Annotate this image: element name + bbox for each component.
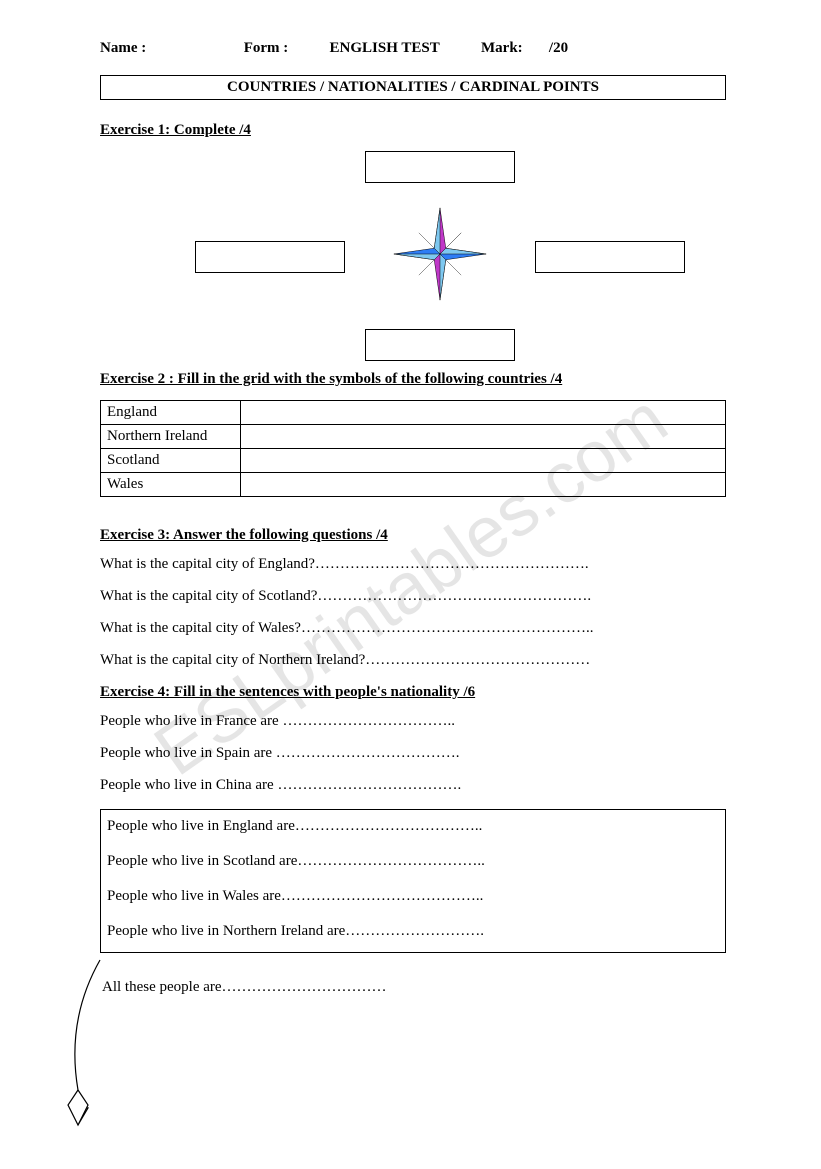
sentence-line: People who live in France are ……………………………: [100, 713, 726, 730]
header-spacer2: [288, 40, 329, 57]
cardinal-south-box[interactable]: [365, 329, 515, 361]
table-row: England: [101, 401, 726, 425]
exercise4-box: People who live in England are……………………………: [100, 809, 726, 953]
cardinal-east-box[interactable]: [535, 241, 685, 273]
country-cell: England: [101, 401, 241, 425]
final-sentence: All these people are……………………………: [102, 979, 726, 996]
exercise2-table: England Northern Ireland Scotland Wales: [100, 400, 726, 497]
exercise2-heading: Exercise 2 : Fill in the grid with the s…: [100, 371, 726, 388]
exercise1-heading: Exercise 1: Complete /4: [100, 122, 726, 139]
symbol-cell[interactable]: [241, 473, 726, 497]
table-row: Scotland: [101, 449, 726, 473]
country-cell: Northern Ireland: [101, 425, 241, 449]
mark-label: Mark:: [481, 40, 523, 57]
test-label: ENGLISH TEST: [330, 40, 440, 57]
exercise4-heading: Exercise 4: Fill in the sentences with p…: [100, 684, 726, 701]
exercise3-heading: Exercise 3: Answer the following questio…: [100, 527, 726, 544]
country-cell: Wales: [101, 473, 241, 497]
header-spacer: [146, 40, 244, 57]
symbol-cell[interactable]: [241, 449, 726, 473]
table-row: Wales: [101, 473, 726, 497]
header-row: Name : Form : ENGLISH TEST Mark: /20: [100, 40, 726, 57]
question-line: What is the capital city of England?……………: [100, 556, 726, 573]
sentence-line: People who live in Spain are ………………………………: [100, 745, 726, 762]
curved-arrow-icon: [58, 950, 118, 1130]
form-label: Form :: [244, 40, 289, 57]
name-label: Name :: [100, 40, 146, 57]
cardinal-north-box[interactable]: [365, 151, 515, 183]
sentence-line: People who live in Wales are…………………………………: [107, 888, 719, 905]
question-line: What is the capital city of Wales?…………………: [100, 620, 726, 637]
sentence-line: People who live in Scotland are…………………………: [107, 853, 719, 870]
header-spacer4: [523, 40, 549, 57]
compass-area: [100, 151, 726, 361]
sentence-line: People who live in England are……………………………: [107, 818, 719, 835]
symbol-cell[interactable]: [241, 401, 726, 425]
table-row: Northern Ireland: [101, 425, 726, 449]
header-spacer3: [440, 40, 481, 57]
sentence-line: People who live in China are ………………………………: [100, 777, 726, 794]
cardinal-west-box[interactable]: [195, 241, 345, 273]
mark-total: /20: [549, 40, 568, 57]
symbol-cell[interactable]: [241, 425, 726, 449]
sentence-line: People who live in Northern Ireland are……: [107, 923, 719, 940]
title-box: COUNTRIES / NATIONALITIES / CARDINAL POI…: [100, 75, 726, 100]
country-cell: Scotland: [101, 449, 241, 473]
question-line: What is the capital city of Northern Ire…: [100, 652, 726, 669]
question-line: What is the capital city of Scotland?…………: [100, 588, 726, 605]
compass-rose-icon: [392, 206, 488, 302]
